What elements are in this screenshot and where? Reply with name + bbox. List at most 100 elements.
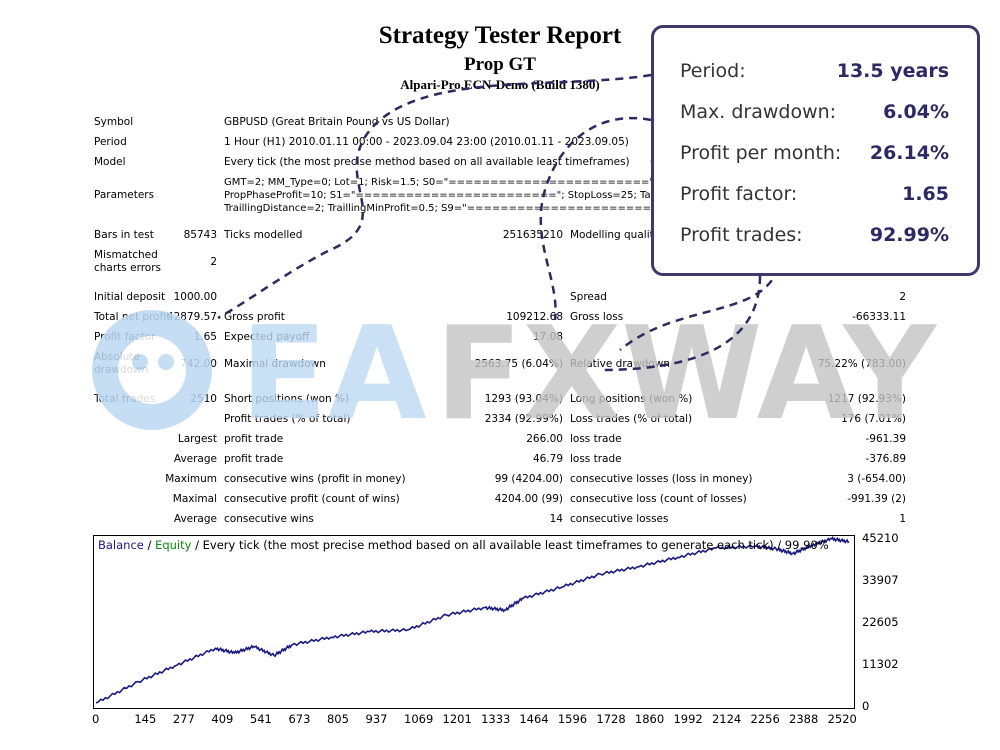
- x-tick-label: 1728: [596, 712, 626, 726]
- x-tick-label: 2520: [827, 712, 857, 726]
- rel-dd-value: 75.22% (783.00): [817, 358, 906, 370]
- bars-value: 85743: [183, 229, 217, 241]
- x-tick-label: 1069: [404, 712, 434, 726]
- server-build: Alpari-Pro.ECN-Demo (Build 1380): [400, 77, 600, 92]
- max-dd-value: 2563.75 (6.04%): [474, 358, 563, 370]
- largest-loss-label: loss trade: [570, 433, 622, 445]
- x-tick-label: 541: [249, 712, 272, 726]
- expected-payoff-value: 17.08: [532, 331, 563, 343]
- symbol-label: Symbol: [94, 116, 134, 128]
- mismatched-label: Mismatched charts errors: [94, 249, 161, 274]
- symbol-value: GBPUSD (Great Britain Pound vs US Dollar…: [224, 116, 450, 128]
- parameters-line: TraillingDistance=2; TraillingMinProfit=…: [224, 203, 894, 214]
- strategy-name: Prop GT: [464, 54, 536, 75]
- max-cons-losses-label: consecutive losses (loss in money): [570, 473, 753, 485]
- connector-period: [217, 73, 652, 320]
- x-tick-label: 937: [365, 712, 388, 726]
- parameters-line: PropPhaseProfit=10; S1="================…: [224, 190, 805, 201]
- y-tick-label: 0: [862, 699, 870, 713]
- balance-chart-plot: [95, 536, 850, 704]
- avg-cons-losses-label: consecutive losses: [570, 513, 669, 525]
- largest-label: Largest: [177, 433, 217, 445]
- expected-payoff-label: Expected payoff: [224, 331, 310, 343]
- average-loss-value: -376.89: [865, 453, 906, 465]
- y-tick-label: 33907: [862, 573, 899, 587]
- quality-label: Modelling quality: [570, 229, 660, 241]
- legend-description: / Every tick (the most precise method ba…: [191, 538, 829, 552]
- parameters-label: Parameters: [94, 189, 155, 201]
- largest-loss-value: -961.39: [865, 433, 906, 445]
- x-tick-label: 2124: [711, 712, 742, 726]
- largest-profit-label: profit trade: [224, 433, 284, 445]
- bars-label: Bars in test: [94, 229, 154, 241]
- maximal-cons-loss-label: consecutive loss (count of losses): [570, 493, 747, 505]
- max-dd-label: Maximal drawdown: [224, 358, 326, 370]
- x-tick-label: 2256: [750, 712, 780, 726]
- loss-trades-value: 176 (7.01%): [841, 413, 906, 425]
- connector-profit-trades: [599, 275, 762, 372]
- gross-loss-value: -66333.11: [852, 311, 906, 323]
- spread-label: Spread: [570, 291, 607, 303]
- model-value: Every tick (the most precise method base…: [224, 156, 630, 168]
- x-tick-label: 409: [211, 712, 234, 726]
- short-label: Short positions (won %): [224, 393, 350, 405]
- maximal-label: Maximal: [172, 493, 217, 505]
- x-tick-label: 1333: [481, 712, 511, 726]
- connector-drawdown: [539, 116, 652, 321]
- x-tick-label: 1860: [634, 712, 665, 726]
- popup-period-label: Period:: [680, 60, 746, 82]
- balance-chart: [93, 535, 855, 709]
- popup-profit-factor-label: Profit factor:: [680, 183, 798, 205]
- report-title: Strategy Tester Report: [378, 22, 622, 49]
- max-cons-losses-value: 3 (-654.00): [847, 473, 906, 485]
- loss-trades-label: Loss trades (% of total): [570, 413, 693, 425]
- gross-profit-value: 109212.68: [506, 311, 563, 323]
- period-label: Period: [94, 136, 127, 148]
- y-tick-label: 45210: [862, 531, 899, 545]
- series-line-balance: [95, 536, 850, 704]
- initial-deposit-label: Initial deposit: [94, 291, 166, 303]
- x-tick-label: 1992: [673, 712, 703, 726]
- popup-profit-trades-label: Profit trades:: [680, 224, 803, 246]
- x-tick-label: 0: [92, 712, 100, 726]
- maximal-cons-profit-label: consecutive profit (count of wins): [224, 493, 400, 505]
- x-tick-label: 2388: [789, 712, 819, 726]
- x-tick-label: 1596: [557, 712, 588, 726]
- parameters-line: GMT=2; MM_Type=0; Lot=1; Risk=1.5; S0="=…: [224, 177, 894, 188]
- gross-profit-label: Gross profit: [224, 311, 285, 323]
- popup-profit-month-label: Profit per month:: [680, 142, 842, 164]
- popup-profit-month-value: 26.14%: [869, 142, 949, 164]
- legend-balance: Balance: [98, 538, 144, 552]
- chart-legend: Balance / Equity / Every tick (the most …: [98, 538, 829, 552]
- popup-period-value: 13.5 years: [836, 60, 949, 82]
- x-tick-label: 145: [134, 712, 157, 726]
- average-loss-label: loss trade: [570, 453, 622, 465]
- highlights-popup: Period: 13.5 years Max. drawdown: 6.04% …: [651, 25, 980, 276]
- long-label: Long positions (won %): [570, 393, 693, 405]
- popup-drawdown-value: 6.04%: [883, 101, 949, 123]
- x-tick-label: 1201: [442, 712, 472, 726]
- parameters-value: GMT=2; MM_Type=0; Lot=1; Risk=1.5; S0="=…: [224, 176, 894, 215]
- period-value: 1 Hour (H1) 2010.01.11 00:00 - 2023.09.0…: [224, 136, 629, 148]
- profit-trades-label: Profit trades (% of total): [224, 413, 351, 425]
- legend-equity: Equity: [155, 538, 192, 552]
- x-tick-label: 277: [172, 712, 195, 726]
- mismatched-value: 2: [210, 256, 217, 268]
- x-tick-label: 805: [326, 712, 349, 726]
- short-value: 1293 (93.04%): [484, 393, 563, 405]
- ticks-value: 251635210: [502, 229, 563, 241]
- x-tick-label: 1464: [519, 712, 549, 726]
- spread-value: 2: [899, 291, 906, 303]
- average-profit-value: 46.79: [532, 453, 563, 465]
- maximal-cons-loss-value: -991.39 (2): [847, 493, 906, 505]
- ticks-label: Ticks modelled: [224, 229, 303, 241]
- avg-cons-label: Average: [173, 513, 217, 525]
- average-profit-label: profit trade: [224, 453, 284, 465]
- average-label: Average: [173, 453, 217, 465]
- y-tick-label: 22605: [862, 615, 899, 629]
- x-tick-label: 673: [288, 712, 311, 726]
- avg-cons-losses-value: 1: [899, 513, 906, 525]
- popup-profit-trades-value: 92.99%: [869, 224, 949, 246]
- max-cons-wins-label: consecutive wins (profit in money): [224, 473, 406, 485]
- popup-drawdown-label: Max. drawdown:: [680, 101, 837, 123]
